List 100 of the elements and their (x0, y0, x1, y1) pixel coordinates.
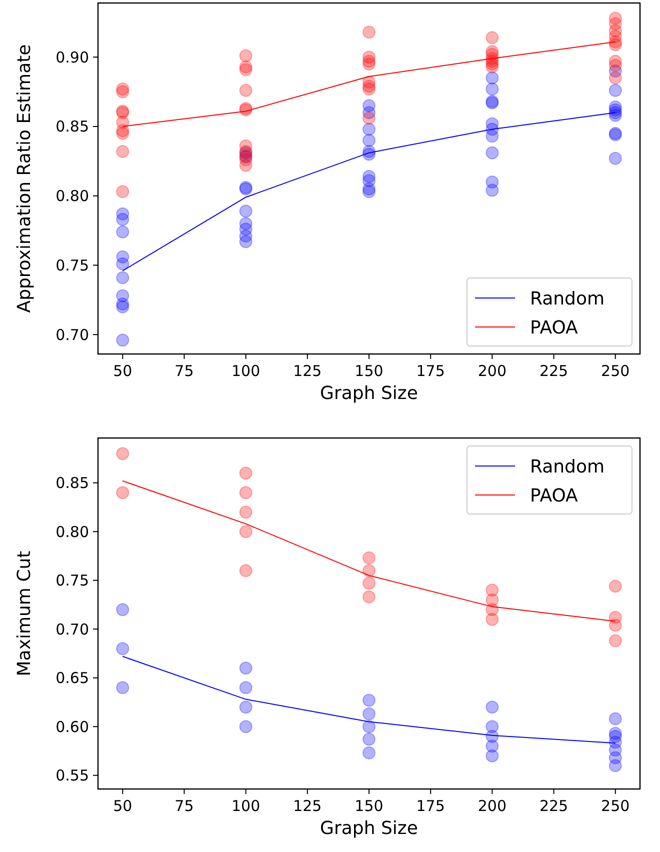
point (239, 49, 252, 62)
point (608, 38, 622, 52)
y-tick-label: 0.70 (56, 326, 89, 344)
point (239, 63, 252, 76)
point (239, 84, 252, 97)
x-tick-label: 75 (174, 797, 194, 815)
point (362, 26, 376, 39)
point (486, 60, 499, 74)
point (486, 612, 499, 626)
y-tick-label: 0.80 (56, 522, 89, 541)
point (116, 300, 130, 314)
point (608, 71, 622, 84)
point (116, 212, 130, 226)
x-tick-label: 225 (539, 362, 568, 380)
x-tick-label: 75 (174, 362, 194, 380)
y-tick-label: 0.85 (56, 474, 89, 492)
point (116, 334, 130, 347)
point (608, 84, 622, 97)
point (239, 235, 252, 248)
point (116, 486, 130, 500)
legend-label: PAOA (530, 317, 579, 338)
x-tick-label: 100 (232, 797, 260, 815)
point (362, 746, 376, 760)
point (362, 58, 376, 71)
x-tick-label: 250 (601, 362, 630, 380)
point (239, 662, 252, 675)
x-tick-label: 125 (293, 797, 322, 815)
point (239, 486, 252, 500)
point (116, 681, 130, 694)
point (239, 204, 252, 218)
point (239, 525, 252, 538)
point (116, 257, 130, 270)
point (608, 152, 622, 165)
x-tick-label: 175 (416, 797, 445, 815)
x-tick-label: 150 (354, 797, 384, 815)
point (239, 700, 252, 714)
point (486, 31, 499, 44)
point (608, 712, 622, 726)
x-tick-label: 200 (478, 362, 506, 380)
point (116, 126, 130, 140)
point (362, 564, 376, 578)
point (116, 642, 130, 656)
x-axis-title: Graph Size (320, 383, 418, 404)
point (116, 603, 130, 616)
point (608, 759, 622, 772)
point (239, 506, 252, 519)
y-tick-label: 0.75 (56, 572, 89, 590)
point (239, 681, 252, 694)
point (239, 466, 252, 480)
point (486, 82, 499, 96)
x-tick-label: 175 (416, 362, 445, 380)
y-tick-label: 0.75 (56, 256, 89, 274)
x-tick-label: 50 (113, 797, 132, 815)
y-tick-label: 0.65 (56, 669, 89, 688)
point (362, 551, 376, 564)
x-tick-label: 100 (232, 362, 260, 380)
point (362, 185, 376, 198)
y-axis-title: Maximum Cut (14, 550, 35, 676)
point (362, 112, 376, 125)
point (239, 720, 252, 734)
x-axis-title: Graph Size (320, 818, 418, 839)
point (116, 85, 130, 98)
legend-label: Random (530, 288, 605, 310)
x-tick-label: 50 (113, 362, 132, 380)
point (362, 694, 376, 707)
point (608, 58, 622, 72)
legend-label: Random (530, 456, 605, 478)
y-tick-label: 0.90 (56, 48, 89, 66)
point (608, 634, 622, 648)
point (486, 749, 499, 762)
legend-label: PAOA (530, 485, 579, 506)
x-tick-label: 250 (601, 797, 630, 815)
point (362, 720, 376, 734)
point (608, 618, 622, 632)
x-tick-label: 150 (354, 362, 384, 380)
point (239, 158, 252, 172)
point (362, 707, 376, 720)
point (116, 447, 130, 460)
point (239, 564, 252, 578)
x-tick-label: 125 (293, 362, 322, 380)
point (486, 700, 499, 714)
point (608, 580, 622, 593)
y-tick-label: 0.70 (56, 620, 89, 638)
point (362, 134, 376, 147)
point (116, 271, 130, 284)
point (486, 184, 499, 197)
x-tick-label: 200 (478, 797, 506, 815)
point (116, 225, 130, 238)
point (362, 732, 376, 746)
point (116, 144, 130, 158)
y-tick-label: 0.60 (56, 718, 89, 736)
point (362, 82, 376, 96)
point (362, 590, 376, 604)
y-tick-label: 0.85 (56, 118, 89, 136)
point (362, 148, 376, 161)
point (116, 185, 130, 198)
point (362, 576, 376, 590)
point (486, 130, 499, 143)
y-tick-label: 0.55 (56, 766, 89, 785)
y-axis-title: Approximation Ratio Estimate (14, 44, 35, 313)
